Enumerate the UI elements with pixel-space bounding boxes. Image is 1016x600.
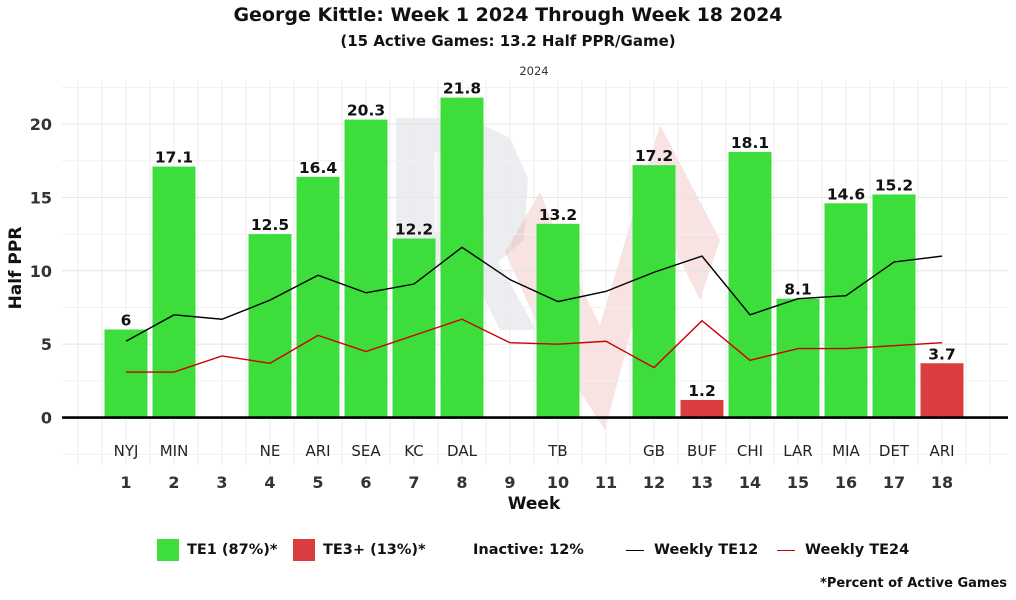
x-tick-label-week-8: 8 <box>456 473 467 492</box>
opponent-label-week-6: SEA <box>351 442 381 460</box>
legend-line-te12 <box>626 549 644 551</box>
x-axis-ticks: 1 2 3 4 5 6 7 8 9 10 11 12 13 14 15 16 17 18 <box>120 473 953 492</box>
bar-label-week-4: 12.5 <box>251 216 289 234</box>
bar-label-week-10: 13.2 <box>539 206 577 224</box>
bar-label-week-7: 12.2 <box>395 221 433 239</box>
x-tick-label-week-18: 18 <box>931 473 953 492</box>
bar-week-6 <box>344 119 388 418</box>
bar-group <box>62 97 1008 419</box>
x-tick-label-week-5: 5 <box>312 473 323 492</box>
x-tick-label-week-6: 6 <box>360 473 371 492</box>
bar-label-group: 6 17.1 12.5 16.4 20.3 12.2 21.8 13.2 17.2 1.2 18.1… <box>121 80 956 400</box>
x-tick-label-week-11: 11 <box>595 473 617 492</box>
opponent-label-week-10: TB <box>547 442 567 460</box>
legend-line-te24 <box>777 549 795 551</box>
bar-week-14 <box>728 151 772 418</box>
bar-week-16 <box>824 203 868 418</box>
legend-label-te3: TE3+ (13%)* <box>323 542 426 558</box>
series-line-weekly-te12 <box>125 246 943 342</box>
bar-label-week-2: 17.1 <box>155 149 193 167</box>
bar-week-4 <box>248 234 292 418</box>
x-tick-label-week-16: 16 <box>835 473 857 492</box>
y-tick-label: 5 <box>41 335 52 354</box>
x-tick-label-week-12: 12 <box>643 473 665 492</box>
y-tick-label: 0 <box>41 409 52 428</box>
bar-label-week-12: 17.2 <box>635 147 673 165</box>
y-axis-ticks: 0 5 10 15 20 <box>30 115 52 428</box>
bar-label-week-8: 21.8 <box>443 80 481 98</box>
bar-label-week-18: 3.7 <box>928 345 955 363</box>
x-tick-label-week-2: 2 <box>168 473 179 492</box>
series-lines <box>125 246 943 373</box>
footnote: *Percent of Active Games <box>820 576 1007 591</box>
bar-week-18 <box>920 363 964 418</box>
bar-label-week-14: 18.1 <box>731 134 769 152</box>
legend-label-te24: Weekly TE24 <box>805 542 910 558</box>
chart-subtitle: (15 Active Games: 13.2 Half PPR/Game) <box>340 32 676 50</box>
x-tick-label-week-15: 15 <box>787 473 809 492</box>
x-tick-label-week-1: 1 <box>120 473 131 492</box>
bar-week-10 <box>536 223 580 418</box>
opponent-label-week-12: GB <box>643 442 665 460</box>
opponent-label-week-1: NYJ <box>114 442 139 460</box>
facet-label: 2024 <box>519 64 548 78</box>
series-line-weekly-te24 <box>126 318 943 373</box>
x-tick-label-week-13: 13 <box>691 473 713 492</box>
legend-label-te1: TE1 (87%)* <box>187 542 278 558</box>
bar-label-week-5: 16.4 <box>299 159 337 177</box>
legend-item-inactive: Inactive: 12% <box>473 538 584 562</box>
bar-week-1 <box>104 329 148 418</box>
x-tick-label-week-3: 3 <box>216 473 227 492</box>
opponent-label-group: NYJ MIN NE ARI SEA KC DAL TB GB BUF CHI LAR MIA DET AR… <box>114 442 955 460</box>
y-tick-label: 15 <box>30 188 52 207</box>
opponent-label-week-17: DET <box>879 442 910 460</box>
opponent-label-week-13: BUF <box>687 442 717 460</box>
bar-week-5 <box>296 176 340 418</box>
bar-label-week-1: 6 <box>121 312 132 330</box>
bar-week-13 <box>680 399 724 418</box>
legend-item-te3: TE3+ (13%)* <box>293 538 426 562</box>
bar-week-17 <box>872 194 916 418</box>
opponent-label-week-2: MIN <box>160 442 189 460</box>
y-tick-label: 10 <box>30 262 52 281</box>
legend-item-te12: Weekly TE12 <box>626 538 758 562</box>
bar-week-2 <box>152 166 196 418</box>
chart-title: George Kittle: Week 1 2024 Through Week … <box>233 4 783 26</box>
chart: 2024 617.112.516.420.312.221.813.217.21.… <box>6 64 1008 514</box>
bar-label-week-17: 15.2 <box>875 176 913 194</box>
gridlines <box>62 80 1008 466</box>
opponent-label-week-18: ARI <box>929 442 954 460</box>
bar-week-7 <box>392 238 436 418</box>
x-tick-label-week-17: 17 <box>883 473 905 492</box>
bar-label-week-15: 8.1 <box>784 281 811 299</box>
y-tick-label: 20 <box>30 115 52 134</box>
legend-item-te24: Weekly TE24 <box>777 538 909 562</box>
bar-week-15 <box>776 298 820 418</box>
x-tick-label-week-14: 14 <box>739 473 761 492</box>
y-axis-label: Half PPR <box>6 227 26 310</box>
opponent-label-week-15: LAR <box>783 442 812 460</box>
legend-item-te1: TE1 (87%)* <box>157 538 277 562</box>
legend-swatch-te1 <box>157 539 179 561</box>
opponent-label-week-7: KC <box>404 442 424 460</box>
opponent-label-week-16: MIA <box>832 442 860 460</box>
legend-label-te12: Weekly TE12 <box>654 542 759 558</box>
x-axis-label: Week <box>508 494 561 514</box>
x-tick-label-week-10: 10 <box>547 473 569 492</box>
legend-swatch-te3 <box>293 539 315 561</box>
bar-label-week-13: 1.2 <box>688 382 715 400</box>
opponent-label-week-14: CHI <box>737 442 763 460</box>
bar-label-week-16: 14.6 <box>827 185 865 203</box>
opponent-label-week-5: ARI <box>305 442 330 460</box>
x-tick-label-week-9: 9 <box>504 473 515 492</box>
legend-label-inactive: Inactive: 12% <box>473 542 584 558</box>
opponent-label-week-4: NE <box>260 442 281 460</box>
bar-week-12 <box>632 165 676 418</box>
x-tick-label-week-4: 4 <box>264 473 275 492</box>
opponent-label-week-8: DAL <box>447 442 478 460</box>
bar-label-week-6: 20.3 <box>347 102 385 120</box>
x-tick-label-week-7: 7 <box>408 473 419 492</box>
